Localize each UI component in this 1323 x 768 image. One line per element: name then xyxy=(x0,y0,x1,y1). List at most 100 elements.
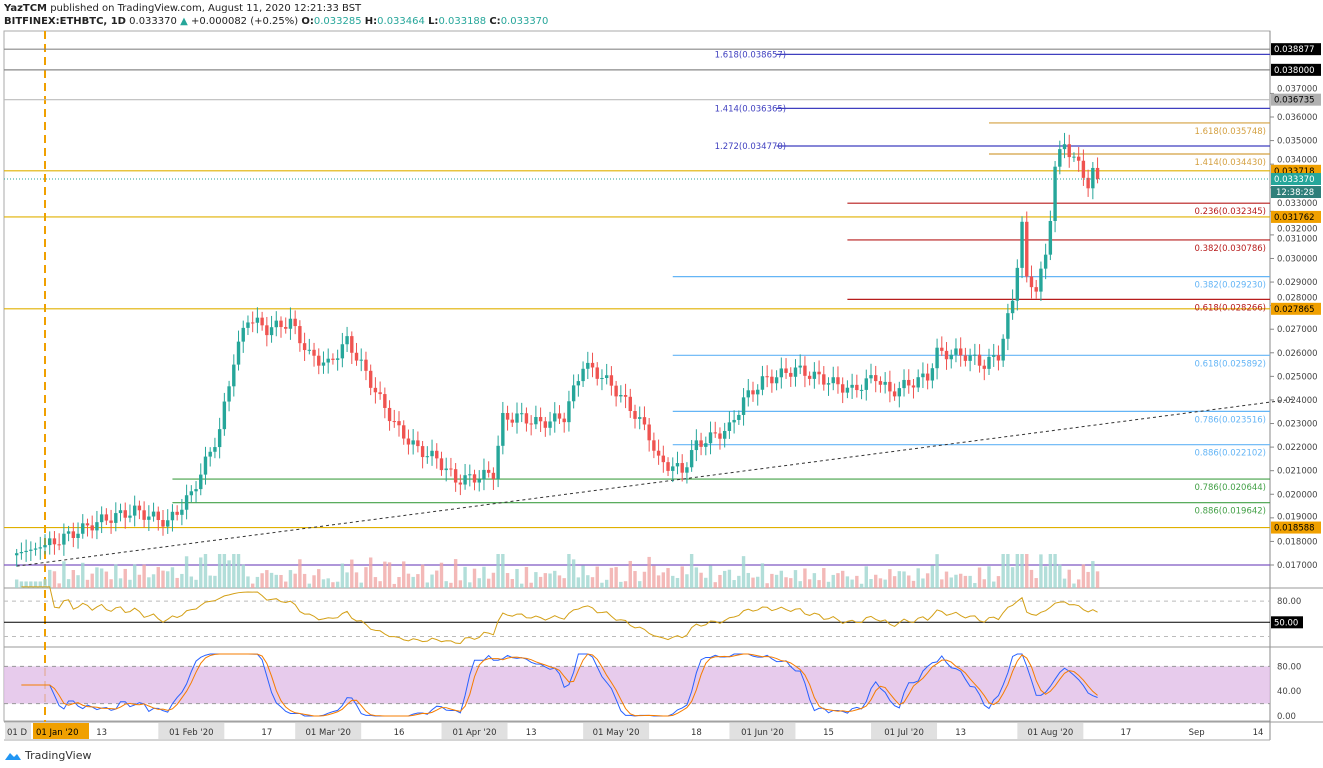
candle-body xyxy=(1067,144,1071,158)
volume-bar xyxy=(274,574,278,588)
candle-body xyxy=(595,367,599,379)
candle-body xyxy=(416,440,420,447)
volume-bar xyxy=(562,578,566,588)
countdown-bg xyxy=(1271,186,1321,199)
candle-body xyxy=(737,414,741,420)
candle-body xyxy=(831,377,835,384)
candle-body xyxy=(71,531,76,538)
candle-body xyxy=(1048,220,1053,255)
volume-bar xyxy=(1076,579,1081,588)
candle-body xyxy=(817,371,821,375)
candle-body xyxy=(1034,287,1038,292)
candle-body xyxy=(1072,156,1076,158)
candle-body xyxy=(949,354,953,360)
volume-bar xyxy=(151,574,156,588)
candle-body xyxy=(345,336,349,345)
volume-bar xyxy=(836,573,840,588)
candle-body xyxy=(128,515,132,518)
candle-body xyxy=(925,373,930,381)
candle-body xyxy=(992,355,996,357)
candle-body xyxy=(1029,276,1034,288)
candle-body xyxy=(628,396,632,411)
candle-body xyxy=(883,381,887,385)
price-label-bg xyxy=(1271,63,1321,76)
volume-bar xyxy=(1029,569,1034,588)
x-tick-label: 13 xyxy=(96,728,107,738)
symbol[interactable]: BITFINEX:ETHBTC, 1D xyxy=(4,16,126,27)
volume-bar xyxy=(888,569,892,588)
candle-body xyxy=(892,391,897,397)
candle-body xyxy=(619,395,623,397)
volume-bar xyxy=(1053,554,1057,588)
volume-bar xyxy=(435,570,439,588)
candle-body xyxy=(486,469,491,473)
volume-bar xyxy=(118,578,123,588)
volume-bar xyxy=(19,581,24,588)
candle-body xyxy=(553,413,557,422)
volume-bar xyxy=(661,572,666,588)
candle-body xyxy=(576,381,581,386)
volume-bar xyxy=(633,571,637,588)
candle-body xyxy=(756,389,760,395)
publisher[interactable]: YazTCM xyxy=(4,3,48,14)
candle-body xyxy=(340,344,345,359)
candle-body xyxy=(586,362,590,369)
y-tick-label: 0.022000 xyxy=(1277,443,1318,453)
volume-bar xyxy=(189,576,194,588)
volume-bar xyxy=(222,554,227,588)
candle-body xyxy=(1010,300,1015,314)
volume-bar xyxy=(845,576,850,588)
candle-body xyxy=(232,364,236,387)
volume-bar xyxy=(57,583,61,588)
volume-bar xyxy=(340,563,345,588)
candle-body xyxy=(307,349,312,351)
volume-bar xyxy=(680,566,684,588)
volume-bar xyxy=(1039,554,1043,588)
price-label: 0.038877 xyxy=(1274,45,1315,55)
volume-bar xyxy=(567,554,571,588)
last-price-bg xyxy=(1271,173,1321,186)
volume-bar xyxy=(595,566,599,588)
volume-bar xyxy=(453,559,458,588)
volume-bar xyxy=(1010,567,1015,588)
y-tick-label: 0.030000 xyxy=(1277,254,1318,264)
candle-body xyxy=(874,375,878,382)
candle-body xyxy=(114,513,118,523)
candle-body xyxy=(973,354,977,356)
candle-body xyxy=(859,389,864,391)
volume-bar xyxy=(170,567,175,588)
volume-bar xyxy=(321,579,326,588)
candle-body xyxy=(958,348,963,356)
candle-body xyxy=(406,438,411,445)
candle-body xyxy=(288,318,293,329)
volume-bar xyxy=(921,578,925,588)
candle-body xyxy=(104,514,109,521)
candle-body xyxy=(298,326,302,344)
candle-body xyxy=(722,430,727,439)
tradingview-logo[interactable]: TradingView xyxy=(4,749,91,762)
candle-body xyxy=(689,450,694,468)
fib-level-label: 1.618(0.035748) xyxy=(1194,127,1266,137)
x-tick-bg xyxy=(5,723,31,739)
candle-body xyxy=(312,349,316,356)
candle-body xyxy=(897,388,902,397)
candle-body xyxy=(81,523,85,534)
x-tick-bg xyxy=(1017,723,1084,739)
volume-bar xyxy=(751,577,755,588)
volume-bar xyxy=(180,573,184,588)
volume-bar xyxy=(260,573,264,588)
volume-bar xyxy=(529,582,533,588)
volume-bar xyxy=(128,579,132,588)
volume-bar xyxy=(940,579,944,588)
candle-body xyxy=(24,550,28,553)
candle-body xyxy=(76,533,80,538)
volume-bar xyxy=(840,570,845,588)
candle-body xyxy=(194,489,198,492)
volume-bar xyxy=(543,573,548,588)
candle-body xyxy=(694,440,699,451)
candle-body xyxy=(118,510,123,514)
volume-bar xyxy=(279,574,283,588)
y-tick-label: 0.033000 xyxy=(1277,199,1318,209)
volume-bar xyxy=(581,565,585,588)
